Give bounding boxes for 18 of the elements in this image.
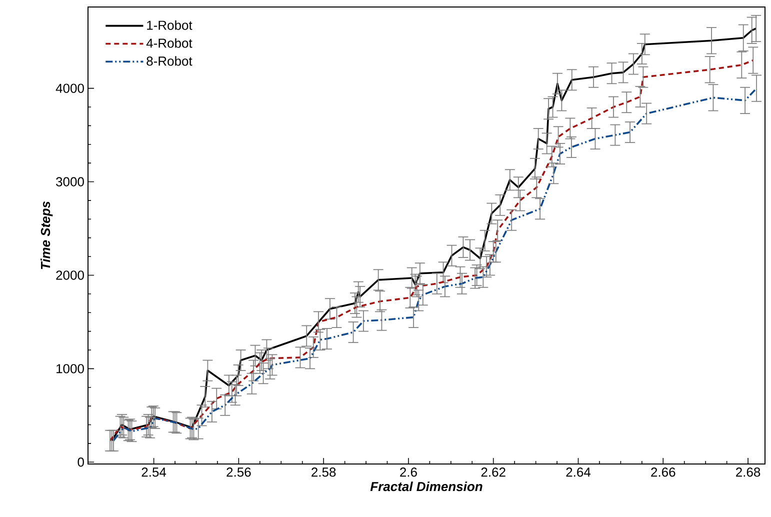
legend-label: 8-Robot	[146, 56, 192, 66]
y-tick-label: 0	[78, 458, 84, 467]
x-tick-label: 2.66	[651, 468, 676, 477]
x-tick-label: 2.54	[142, 468, 166, 477]
x-tick-label: 2.64	[566, 468, 591, 477]
x-tick-label: 2.62	[481, 468, 506, 477]
y-tick-label: 1000	[56, 364, 84, 374]
y-tick-label: 2000	[56, 270, 84, 280]
y-axis-title: Time Steps	[40, 201, 53, 270]
x-tick-label: 2.6	[400, 468, 417, 477]
x-tick-label: 2.56	[226, 468, 251, 477]
x-axis-title: Fractal Dimension	[370, 482, 482, 492]
y-tick-label: 4000	[56, 84, 84, 93]
legend-label: 4-Robot	[146, 38, 192, 48]
legend-label: 1-Robot	[147, 20, 192, 30]
x-tick-label: 2.58	[312, 468, 336, 477]
y-tick-label: 3000	[56, 177, 84, 186]
x-tick-label: 2.68	[736, 468, 760, 477]
